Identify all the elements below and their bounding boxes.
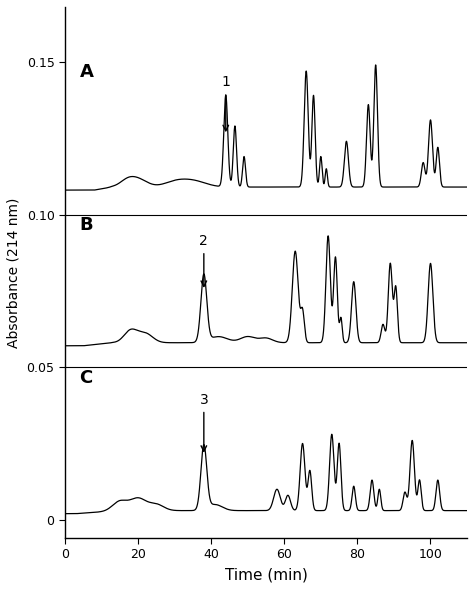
Text: 2: 2 bbox=[200, 234, 208, 286]
Text: 3: 3 bbox=[200, 393, 208, 451]
Text: B: B bbox=[80, 216, 93, 234]
Text: 1: 1 bbox=[221, 75, 230, 131]
Text: C: C bbox=[80, 369, 93, 386]
X-axis label: Time (min): Time (min) bbox=[225, 567, 308, 582]
Y-axis label: Absorbance (214 nm): Absorbance (214 nm) bbox=[7, 197, 21, 348]
Text: A: A bbox=[80, 64, 93, 81]
